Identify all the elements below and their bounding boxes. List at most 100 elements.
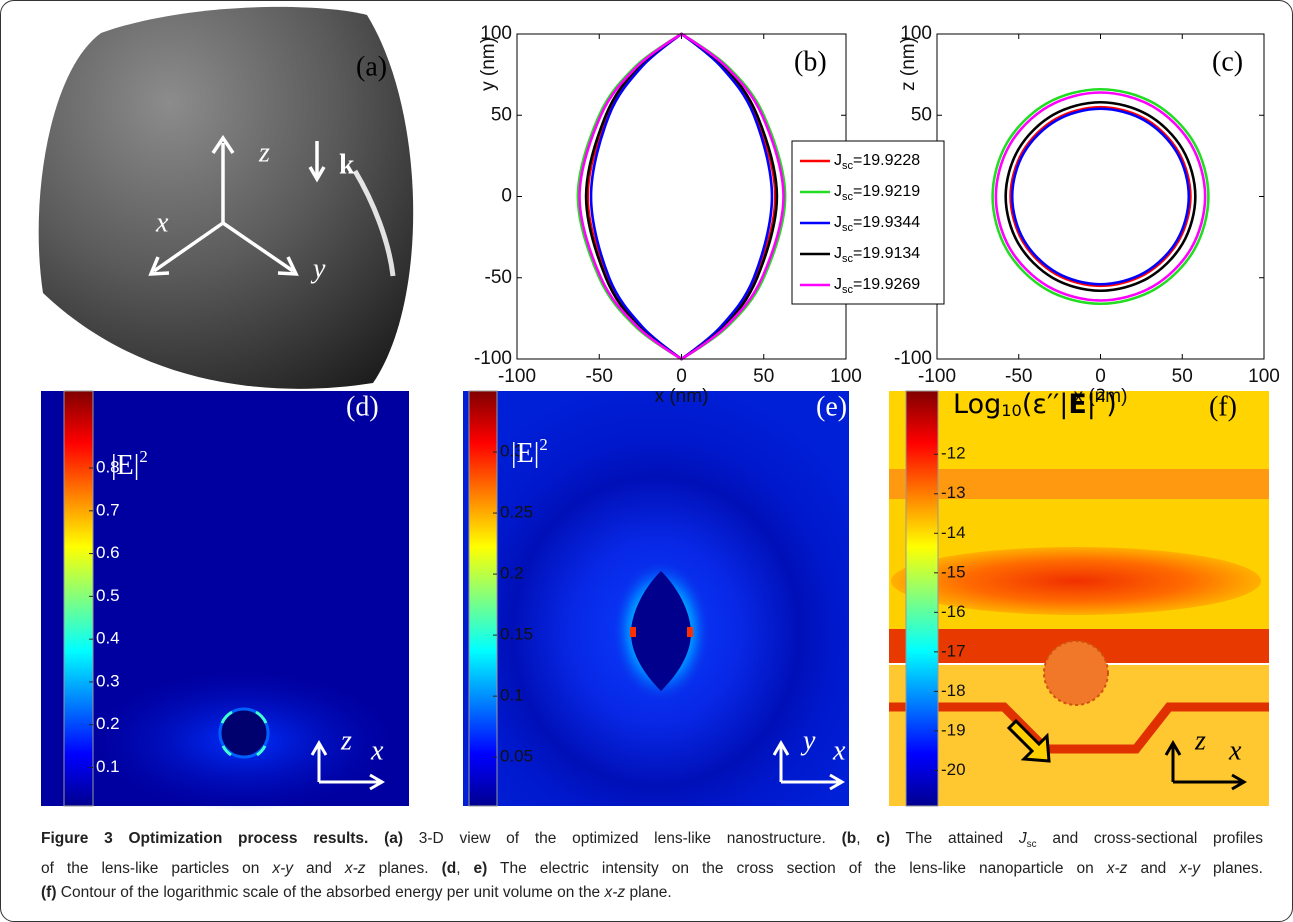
caption-run: x-y	[1179, 860, 1200, 877]
axis-label: x	[370, 735, 384, 766]
caption-run: e)	[474, 860, 488, 877]
x-tick-label: -100	[498, 366, 536, 387]
colorbar	[906, 391, 938, 806]
caption-line: (f) Contour of the logarithmic scale of …	[41, 881, 1263, 905]
caption-line: Figure 3 Optimization process results. (…	[41, 827, 1263, 857]
colorbar-tick-label: 0.1	[500, 686, 524, 705]
axis-label: x	[1228, 735, 1242, 766]
axis-label: x	[832, 735, 846, 766]
figure: z x y k (a)	[0, 0, 1293, 922]
caption-run: x-z	[605, 884, 626, 901]
colorbar-tick-label: 0.15	[500, 625, 533, 644]
x-tick-label: 100	[1248, 366, 1280, 387]
caption-run: ,	[856, 830, 876, 847]
colorbar-tick-label: 0.2	[96, 714, 120, 733]
axis-label: y	[310, 253, 326, 284]
caption-run: plane.	[625, 884, 672, 901]
y-tick-label: 50	[491, 104, 512, 125]
y-tick-label: 0	[501, 186, 512, 207]
x-tick-label: 0	[676, 366, 687, 387]
y-axis-label: z (nm)	[898, 37, 919, 91]
axis-label: z	[258, 137, 270, 168]
x-tick-label: 100	[830, 366, 862, 387]
caption-run: c)	[876, 830, 890, 847]
colorbar-tick-label: -14	[941, 523, 966, 542]
caption-run: (d	[442, 860, 457, 877]
colorbar-tick-label: 0.3	[96, 671, 120, 690]
y-tick-label: 50	[911, 104, 932, 125]
y-tick-label: -100	[474, 348, 512, 369]
panel-label: (a)	[356, 51, 387, 82]
caption-run: planes.	[1200, 860, 1263, 877]
colorbar-tick-label: -17	[941, 641, 966, 660]
colorbar	[64, 391, 93, 806]
quantity-label: Log10(ε′′|E|2)	[953, 385, 1117, 420]
colorbar-tick-label: -20	[941, 760, 966, 779]
colorbar-tick-label: -13	[941, 483, 966, 502]
x-tick-label: -50	[586, 366, 613, 387]
caption-run: sc	[1027, 839, 1037, 850]
x-tick-label: -50	[1005, 366, 1032, 387]
text-run: Log	[953, 389, 1001, 420]
colorbar-tick-label: 0.4	[96, 629, 120, 648]
panel-a: z x y k (a)	[39, 7, 414, 389]
colorbar-tick-label: -18	[941, 681, 966, 700]
panel-label: (f)	[1209, 391, 1237, 422]
axis-label: z	[340, 725, 352, 756]
colorbar-tick-label: 0.7	[96, 500, 120, 519]
caption-run: and cross-sectional profiles	[1037, 830, 1263, 847]
caption-run: J	[1019, 830, 1027, 847]
colorbar-tick-label: -12	[941, 444, 966, 463]
text-run: |E|	[511, 438, 539, 469]
caption-run: The attained	[890, 830, 1019, 847]
caption-run: Contour of the logarithmic scale of the …	[57, 884, 605, 901]
colorbar-tick-label: 0.2	[500, 564, 524, 583]
caption-run: x-z	[345, 860, 366, 877]
caption-run: and	[293, 860, 345, 877]
caption-run: (b	[842, 830, 857, 847]
particle	[1044, 641, 1108, 705]
x-axis-label: x (nm)	[655, 386, 709, 407]
text-run: 2	[1096, 385, 1106, 404]
caption-run: The electric intensity on the cross sect…	[487, 860, 1106, 877]
colorbar	[469, 391, 497, 806]
hotspot	[687, 627, 693, 637]
colorbar-tick-label: 0.6	[96, 543, 120, 562]
caption-run: (f)	[41, 884, 57, 901]
plot-area	[937, 34, 1264, 359]
caption-run: ,	[456, 860, 473, 877]
colorbar-tick-label: 0.5	[96, 586, 120, 605]
y-axis-label: y (nm)	[478, 37, 499, 91]
text-run: 10	[1001, 401, 1022, 420]
panel-label: (d)	[346, 391, 379, 422]
text-run: 2	[139, 447, 147, 466]
caption-run: of the lens-like particles on	[41, 860, 272, 877]
text-run: |	[1087, 389, 1096, 420]
text-run: )	[1106, 389, 1117, 420]
colorbar-tick-label: -15	[941, 562, 966, 581]
caption-run: and	[1127, 860, 1179, 877]
caption-run: 3-D view of the optimized lens-like nano…	[403, 830, 842, 847]
colorbar-tick-label: 0.05	[500, 747, 533, 766]
colorbar-tick-label: -16	[941, 602, 966, 621]
panel-label: (c)	[1212, 46, 1243, 77]
text-run: 2	[539, 435, 547, 454]
figure-panels: z x y k (a)	[1, 1, 1293, 821]
figure-caption: Figure 3 Optimization process results. (…	[41, 827, 1263, 905]
text-run: E	[1068, 389, 1086, 420]
colorbar-tick-label: -19	[941, 720, 966, 739]
panel-label: (e)	[816, 391, 847, 422]
axis-label: y	[800, 725, 816, 756]
axis-label: z	[1194, 725, 1206, 756]
y-tick-label: -50	[485, 267, 512, 288]
x-tick-label: -100	[918, 366, 956, 387]
text-run: (ε′′|	[1022, 389, 1069, 420]
hotspot	[630, 627, 636, 637]
caption-run: Figure 3 Optimization process results. (…	[41, 830, 403, 847]
colorbar-tick-label: 0.25	[500, 503, 533, 522]
text-run: |E|	[111, 450, 139, 481]
axis-label: x	[155, 207, 169, 238]
caption-run: x-z	[1107, 860, 1128, 877]
caption-line: of the lens-like particles on x-y and x-…	[41, 857, 1263, 881]
caption-run: x-y	[272, 860, 293, 877]
